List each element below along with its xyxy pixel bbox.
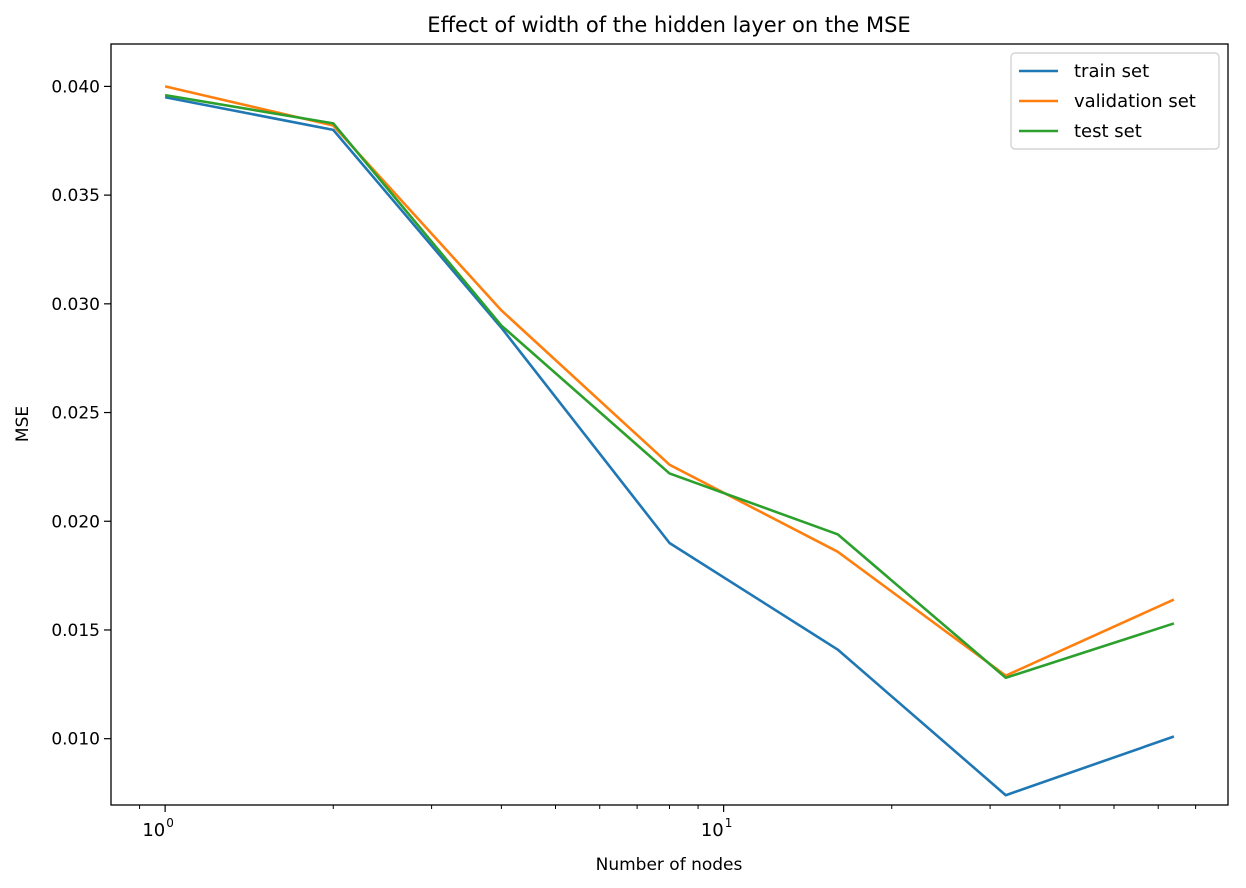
- y-tick-label: 0.040: [51, 77, 100, 97]
- axis-ticks: 0.010 0.015 0.020 0.025 0.030 0.035 0.040 100 10…: [51, 77, 1197, 841]
- y-tick-label: 0.010: [51, 730, 100, 750]
- x-axis-label: Number of nodes: [596, 855, 743, 875]
- legend-label: validation set: [1074, 91, 1196, 112]
- legend: train set validation set test set: [1010, 52, 1220, 150]
- legend-label: test set: [1074, 121, 1142, 142]
- series-line-validation-set: [164, 85, 1175, 677]
- chart-title: Effect of width of the hidden layer on t…: [427, 13, 910, 37]
- y-tick-label: 0.035: [51, 186, 100, 206]
- series-lines: [164, 85, 1175, 797]
- x-tick-label: 101: [701, 816, 733, 841]
- y-tick-label: 0.020: [51, 512, 100, 532]
- legend-box: [1010, 52, 1220, 150]
- legend-label: train set: [1074, 61, 1149, 82]
- y-tick-label: 0.025: [51, 404, 100, 424]
- series-line-test-set: [164, 93, 1175, 680]
- y-tick-label: 0.030: [51, 295, 100, 315]
- y-axis-label: MSE: [13, 406, 33, 442]
- series-line-train-set: [164, 95, 1175, 797]
- plot-frame: [110, 43, 1229, 806]
- x-tick-label: 100: [142, 816, 174, 841]
- y-tick-label: 0.015: [51, 621, 100, 641]
